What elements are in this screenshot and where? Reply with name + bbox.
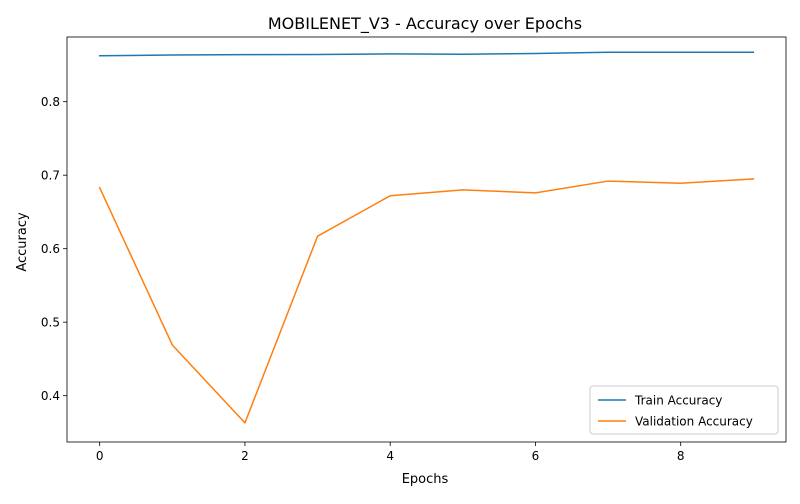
axes-frame (66, 36, 787, 443)
legend-label-0: Train Accuracy (634, 394, 722, 408)
x-tick-label: 4 (386, 449, 394, 463)
x-tick-label: 0 (96, 449, 104, 463)
y-tick-label: 0.7 (41, 169, 60, 183)
series-line-1 (98, 178, 755, 424)
y-axis-label: Accuracy (15, 212, 30, 272)
plot-area: 0 2 4 6 8 0.4 0.5 0.6 0.7 0.8 Train Accuracy Valida… (41, 36, 787, 463)
x-tick-label: 2 (241, 449, 249, 463)
legend-label-1: Validation Accuracy (635, 415, 753, 429)
y-tick-label: 0.6 (41, 242, 60, 256)
x-tick-label: 8 (677, 449, 685, 463)
x-tick-label: 6 (532, 449, 540, 463)
y-tick-label: 0.8 (41, 95, 60, 109)
y-tick-label: 0.4 (41, 389, 60, 403)
legend-box (589, 385, 779, 435)
y-tick-label: 0.5 (41, 316, 60, 330)
x-axis-label: Epochs (402, 472, 449, 487)
series-line-0 (98, 51, 755, 57)
chart-title: MOBILENET_V3 - Accuracy over Epochs (268, 14, 582, 34)
